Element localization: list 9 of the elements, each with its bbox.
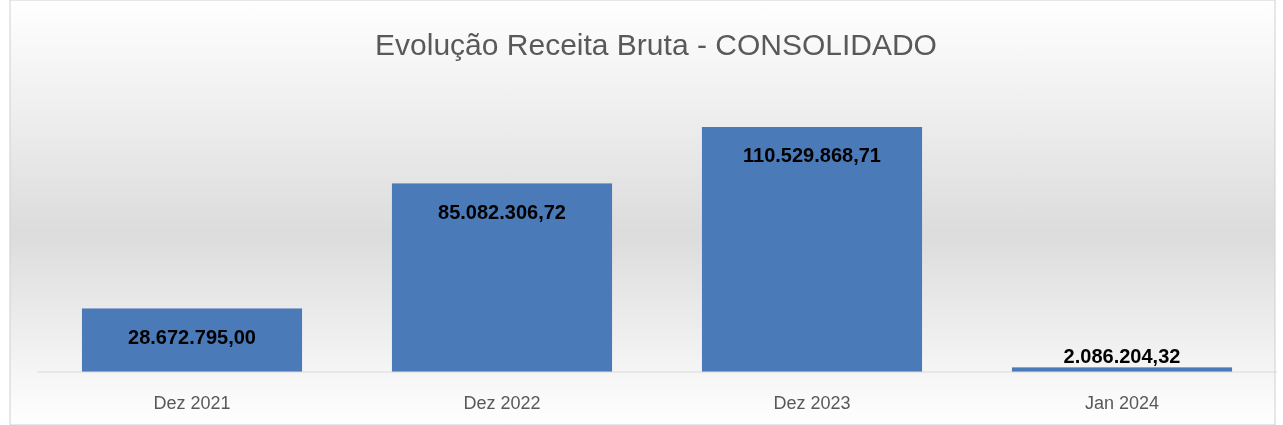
data-label: 2.086.204,32 [1063, 344, 1181, 367]
x-tick-label: Dez 2023 [773, 392, 851, 413]
x-tick-label: Dez 2022 [463, 392, 541, 413]
data-label: 28.672.795,00 [128, 325, 256, 348]
x-tick-label: Dez 2021 [153, 392, 231, 413]
x-tick-label: Jan 2024 [1084, 392, 1160, 413]
data-label: 85.082.306,72 [438, 200, 566, 223]
chart-title: Evolução Receita Bruta - CONSOLIDADO [375, 28, 937, 61]
data-label: 110.529.868,71 [743, 144, 881, 167]
